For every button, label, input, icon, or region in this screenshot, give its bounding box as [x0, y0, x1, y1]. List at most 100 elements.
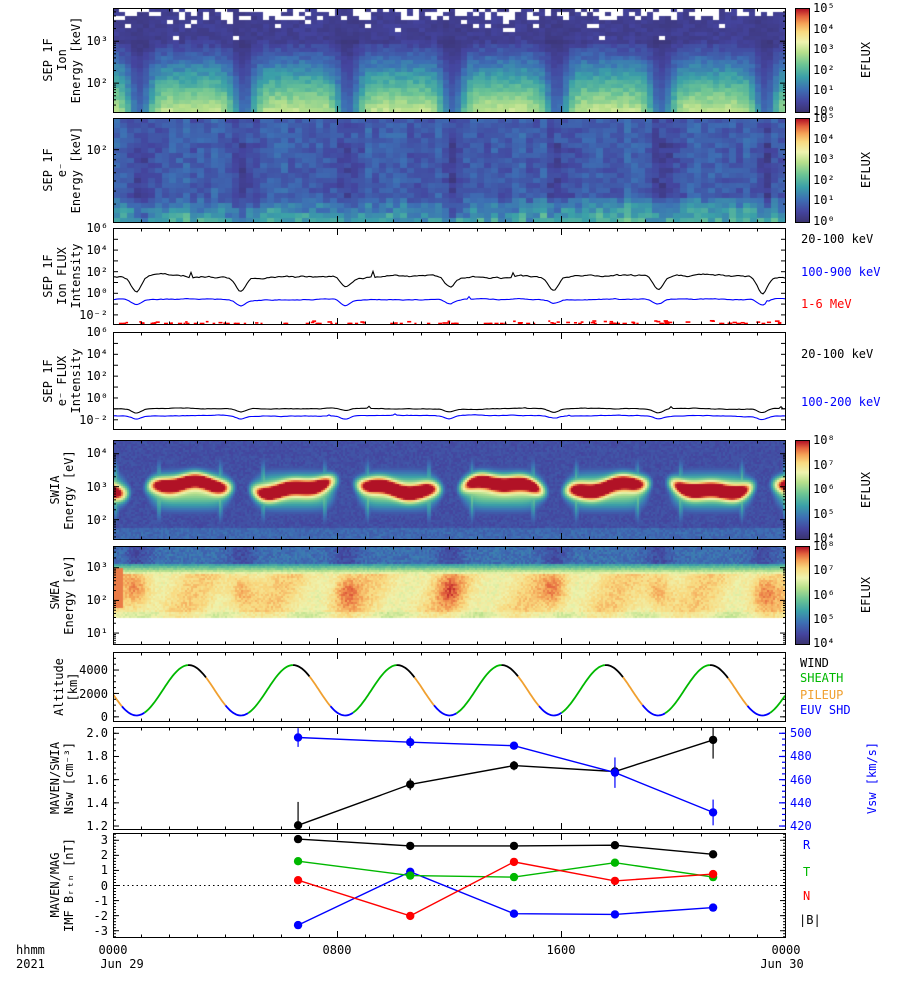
x-axis-year-label: 2021 — [16, 957, 45, 971]
sep-electron-energy-spectrogram — [113, 118, 786, 223]
y-tick-label: 0 — [100, 878, 108, 893]
vsw-tick-label: 440 — [790, 796, 812, 811]
colorbar-tick-label: 10⁶ — [813, 482, 835, 496]
y-tick-label: 10¹ — [86, 626, 108, 641]
y-tick-label: 1.6 — [86, 772, 108, 787]
sep-ion-flux-panel — [113, 228, 786, 325]
y-tick-label: 10⁴ — [86, 446, 108, 461]
colorbar-tick-label: 10⁸ — [813, 433, 835, 447]
y-tick-label: 10⁶ — [86, 221, 108, 235]
y-tick-label: 10² — [86, 369, 108, 384]
legend-region-sheath: SHEATH — [800, 671, 844, 685]
y-tick-label: 2000 — [79, 686, 108, 701]
colorbar-eflux-label: EFLUX — [859, 576, 873, 614]
colorbar-swea — [795, 546, 810, 645]
altitude-panel — [113, 652, 786, 722]
colorbar-eflux-label: EFLUX — [859, 471, 873, 509]
colorbar-tick-label: 10⁵ — [813, 506, 835, 521]
colorbar-tick-label: 10⁸ — [813, 539, 835, 553]
colorbar-tick-label: 10³ — [813, 152, 835, 167]
y-tick-label: 1.2 — [86, 819, 108, 834]
x-tick-1600: 1600 — [546, 943, 576, 957]
y-tick-label: 10⁴ — [86, 242, 108, 257]
legend-ion-flux-ch2: 100-900 keV — [801, 265, 881, 279]
vsw-tick-label: 480 — [790, 749, 812, 764]
swia-density-velocity-panel — [113, 727, 786, 830]
colorbar-sep-ion — [795, 8, 810, 113]
colorbar-tick-label: 10⁶ — [813, 587, 835, 602]
colorbar-tick-label: 10⁴ — [813, 636, 835, 650]
sep-electron-spectrogram-ylabel: SEP 1F e⁻ Energy [keV] — [41, 126, 83, 214]
y-tick-label: 10³ — [86, 34, 108, 49]
colorbar-tick-label: 10¹ — [813, 83, 835, 98]
y-tick-label: 10⁶ — [86, 325, 108, 339]
y-tick-label: 10⁻² — [79, 413, 108, 428]
y-tick-label: 10⁻² — [79, 308, 108, 323]
y-tick-label: 2 — [100, 848, 108, 863]
x-axis-format-label: hhmm — [16, 943, 45, 957]
y-tick-label: 10³ — [86, 560, 108, 575]
vsw-tick-label: 420 — [790, 819, 812, 834]
y-tick-label: 10³ — [86, 479, 108, 494]
colorbar-eflux-label: EFLUX — [859, 151, 873, 189]
colorbar-eflux-label: EFLUX — [859, 41, 873, 79]
y-tick-label: -3 — [93, 924, 108, 939]
legend-mag-babs: |B| — [799, 913, 821, 927]
x-tick-0800: 0800 — [322, 943, 352, 957]
legend-region-wind: WIND — [800, 656, 829, 670]
colorbar-tick-label: 10¹ — [813, 193, 835, 208]
swia-energy-spectrogram — [113, 440, 786, 540]
vsw-right-axis-label: Vsw [km/s] — [865, 741, 879, 815]
colorbar-swia — [795, 440, 810, 540]
legend-region-pileup: PILEUP — [800, 688, 844, 702]
legend-ion-flux-ch3: 1-6 MeV — [801, 297, 852, 311]
colorbar-tick-label: 10² — [813, 62, 835, 77]
vsw-tick-label: 500 — [790, 725, 812, 740]
y-tick-label: 10² — [86, 76, 108, 91]
legend-mag-r: R — [803, 838, 811, 852]
y-tick-label: 1.8 — [86, 749, 108, 764]
y-tick-label: 3 — [100, 832, 108, 847]
colorbar-tick-label: 10⁷ — [813, 457, 835, 472]
y-tick-label: -1 — [93, 893, 108, 908]
x-tick-0000-start: 0000 — [98, 943, 128, 957]
sep-electron-flux-panel — [113, 332, 786, 430]
y-tick-label: 10² — [86, 513, 108, 527]
legend-mag-t: T — [803, 865, 811, 879]
legend-region-euvshd: EUV SHD — [800, 703, 851, 717]
y-tick-label: 10⁰ — [86, 391, 108, 406]
y-tick-label: 10² — [86, 593, 108, 608]
legend-ion-flux-ch1: 20-100 keV — [801, 232, 874, 246]
colorbar-tick-label: 10⁵ — [813, 111, 835, 125]
colorbar-tick-label: 10⁰ — [813, 214, 835, 228]
colorbar-tick-label: 10⁷ — [813, 563, 835, 578]
colorbar-tick-label: 10⁴ — [813, 131, 835, 146]
x-axis-start-date: Jun 29 — [100, 957, 144, 971]
y-tick-label: 2.0 — [86, 725, 108, 740]
colorbar-tick-label: 10⁴ — [813, 21, 835, 36]
mag-imf-panel — [113, 833, 786, 938]
colorbar-tick-label: 10⁵ — [813, 611, 835, 626]
y-tick-label: 1 — [100, 863, 108, 878]
x-tick-0000-end: 0000 — [771, 943, 801, 957]
colorbar-tick-label: 10³ — [813, 42, 835, 57]
legend-electron-flux-ch1: 20-100 keV — [801, 347, 874, 361]
y-tick-label: 10² — [86, 142, 108, 157]
y-tick-label: 10² — [86, 264, 108, 279]
y-tick-label: 1.4 — [86, 796, 108, 811]
y-tick-label: 0 — [100, 710, 108, 725]
colorbar-tick-label: 10² — [813, 172, 835, 187]
legend-mag-n: N — [803, 889, 811, 903]
sep-ion-energy-spectrogram — [113, 8, 786, 113]
colorbar-tick-label: 10⁵ — [813, 1, 835, 15]
vsw-tick-label: 460 — [790, 772, 812, 787]
colorbar-tick-label: 10⁴ — [813, 531, 835, 545]
swea-energy-spectrogram — [113, 546, 786, 645]
y-tick-label: -2 — [93, 908, 108, 923]
colorbar-tick-label: 10⁰ — [813, 104, 835, 118]
y-tick-label: 10⁴ — [86, 347, 108, 362]
legend-electron-flux-ch2: 100-200 keV — [801, 395, 881, 409]
y-tick-label: 4000 — [79, 662, 108, 677]
colorbar-sep-electron — [795, 118, 810, 223]
